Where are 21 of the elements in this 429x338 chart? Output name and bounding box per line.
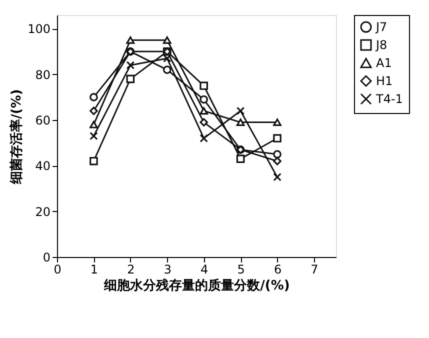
x-tick-label: 5 <box>237 262 245 276</box>
legend-label: J7 <box>375 20 388 34</box>
x-tick-label: 3 <box>164 262 172 276</box>
y-tick-label: 60 <box>35 114 50 128</box>
x-tick-label: 2 <box>127 262 135 276</box>
legend-label: J8 <box>375 38 388 52</box>
x-tick-label: 0 <box>54 262 62 276</box>
x-tick-label: 6 <box>274 262 282 276</box>
y-tick-label: 100 <box>28 22 50 36</box>
y-tick-label: 0 <box>42 250 50 264</box>
y-tick-label: 20 <box>35 204 50 219</box>
y-tick-label: 40 <box>35 159 50 174</box>
y-tick-label: 80 <box>35 68 50 82</box>
x-axis-title: 细胞水分残存量的质量分数/(%) <box>103 278 290 294</box>
x-tick-label: 1 <box>90 262 98 276</box>
legend-label: H1 <box>376 74 393 88</box>
legend-label: A1 <box>376 56 392 70</box>
y-axis-title: 细菌存活率/(%) <box>8 89 25 185</box>
x-tick-label: 4 <box>200 262 208 276</box>
legend-label: T4-1 <box>375 92 403 106</box>
x-tick-label: 7 <box>310 262 318 276</box>
